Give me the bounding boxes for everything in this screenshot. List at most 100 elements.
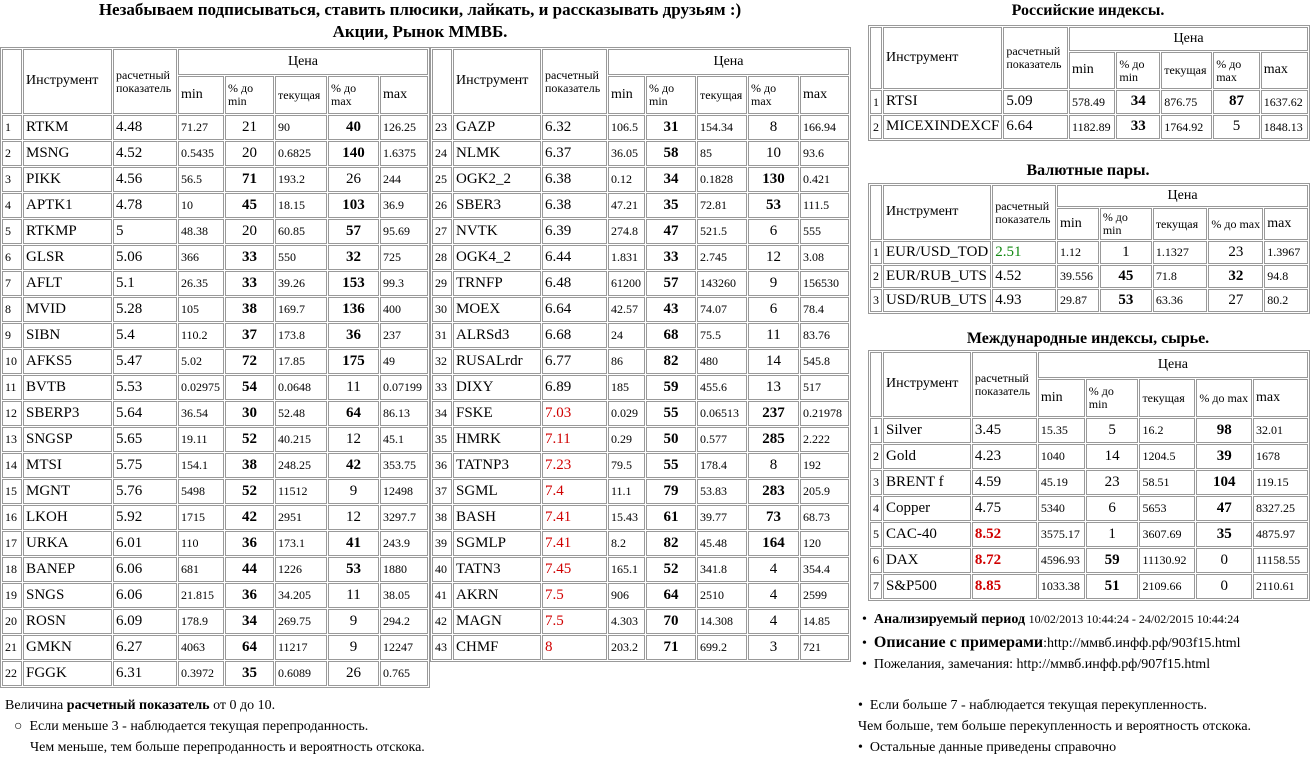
cell: 4.52: [992, 265, 1057, 288]
table-block: Инструмент расчетный показатель Цена min% д…: [430, 47, 851, 662]
cell: 3575.17: [1037, 522, 1085, 547]
cell: 37: [225, 323, 274, 348]
cell: 33: [225, 271, 274, 296]
cell: 681: [178, 557, 224, 582]
cell: 6: [870, 548, 882, 573]
cell: 14: [2, 453, 22, 478]
note-text: Пожелания, замечания: http://ммвб.инфф.р…: [873, 657, 1211, 672]
cell: 71: [646, 635, 696, 660]
note-text: 10/02/2013 10:44:24 - 24/02/2015 10:44:2…: [1028, 612, 1240, 626]
cell: 143260: [697, 271, 747, 296]
cell: 4.48: [113, 115, 177, 140]
cell: 40.215: [275, 427, 327, 452]
cell: 1848.13: [1260, 115, 1308, 139]
cell: 1: [870, 418, 882, 443]
cell: 5498: [178, 479, 224, 504]
cell: 38.05: [380, 583, 428, 608]
cell: 269.75: [275, 609, 327, 634]
cell: 42: [432, 609, 452, 634]
cell: 43: [646, 297, 696, 322]
cell: ROSN: [23, 609, 112, 634]
cell: 18: [2, 557, 22, 582]
cell: 3607.69: [1139, 522, 1196, 547]
title: Незабываем подписываться, ставить плюсик…: [98, 0, 742, 19]
cell: DIXY: [453, 375, 541, 400]
cell: 87: [1213, 90, 1260, 114]
row: 12 SBERP3 5.64 36.54 30 52.48 64 86.13: [2, 401, 428, 426]
cell: 18.15: [275, 193, 327, 218]
cell: 153: [328, 271, 379, 296]
cell: MVID: [23, 297, 112, 322]
cell: 13: [748, 375, 799, 400]
cell: 11.1: [608, 479, 645, 504]
row: 1 RTSI 5.09 578.49 34 876.75 87 1637.62: [870, 90, 1308, 114]
cell: 353.75: [380, 453, 428, 478]
cell: AFLT: [23, 271, 112, 296]
column-header: расчетный показатель: [1003, 27, 1069, 89]
cell: 192: [800, 453, 849, 478]
header-row: min% до min текущая% до max max: [870, 52, 1308, 89]
section-title: Международные индексы, сырье.: [966, 330, 1210, 347]
cell: 27: [432, 219, 452, 244]
cell: SBER3: [453, 193, 541, 218]
cell: BASH: [453, 505, 541, 530]
cell: 4: [870, 496, 882, 521]
cell: PIKK: [23, 167, 112, 192]
cell: DAX: [883, 548, 971, 573]
cell: AFKS5: [23, 349, 112, 374]
cell: 33: [1116, 115, 1161, 139]
header-row: min% до min текущая% до max max: [2, 76, 428, 114]
cell: 2.222: [800, 427, 849, 452]
row: 25 OGK2_2 6.38 0.12 34 0.1828 130 0.421: [432, 167, 849, 192]
column-header: % до min: [646, 76, 696, 114]
cell: 6.89: [542, 375, 607, 400]
cell: 19: [2, 583, 22, 608]
row: 10 AFKS5 5.47 5.02 72 17.85 175 49: [2, 349, 428, 374]
legend-line: • Если больше 7 - наблюдается текущая пе…: [858, 698, 1207, 713]
cell: 42: [225, 505, 274, 530]
cell: 53: [1099, 289, 1152, 312]
cell: 169.7: [275, 297, 327, 322]
cell: 45: [225, 193, 274, 218]
section-title: Валютные пары.: [1026, 162, 1150, 179]
cell: 12: [2, 401, 22, 426]
cell: 1: [870, 241, 882, 264]
cell: 110: [178, 531, 224, 556]
cell: 8.85: [971, 574, 1037, 599]
cell: 58: [646, 141, 696, 166]
row: 24 NLMK 6.37 36.05 58 85 10 93.6: [432, 141, 849, 166]
cell: 455.6: [697, 375, 747, 400]
column-header: min: [608, 76, 645, 114]
cell: 5.92: [113, 505, 177, 530]
cell: 1182.89: [1069, 115, 1116, 139]
cell: 40: [328, 115, 379, 140]
cell: RTKM: [23, 115, 112, 140]
column-header: max: [380, 76, 428, 114]
cell: 36: [225, 583, 274, 608]
cell: 98: [1196, 418, 1253, 443]
cell: 1033.38: [1037, 574, 1085, 599]
cell: 4.59: [971, 470, 1037, 495]
cell: AKRN: [453, 583, 541, 608]
cell: 164: [748, 531, 799, 556]
cell: 166.94: [800, 115, 849, 140]
cell: 72.81: [697, 193, 747, 218]
cell: 578.49: [1069, 90, 1116, 114]
cell: 86: [608, 349, 645, 374]
cell: 82: [646, 531, 696, 556]
cell: LKOH: [23, 505, 112, 530]
cell: 6.27: [113, 635, 177, 660]
cell: 1.3967: [1264, 241, 1308, 264]
cell: 12247: [380, 635, 428, 660]
row: 7 S&P500 8.85 1033.38 51 2109.66 0 2110.61: [870, 574, 1308, 599]
row: 6 DAX 8.72 4596.93 59 11130.92 0 11158.55: [870, 548, 1308, 573]
cell: BRENT f: [883, 470, 971, 495]
cell: 0.577: [697, 427, 747, 452]
cell: URKA: [23, 531, 112, 556]
cell: 42.57: [608, 297, 645, 322]
cell: 21: [225, 115, 274, 140]
cell: NVTK: [453, 219, 541, 244]
row: 43 CHMF 8 203.2 71 699.2 3 721: [432, 635, 849, 660]
cell: 47.21: [608, 193, 645, 218]
cell: MGNT: [23, 479, 112, 504]
